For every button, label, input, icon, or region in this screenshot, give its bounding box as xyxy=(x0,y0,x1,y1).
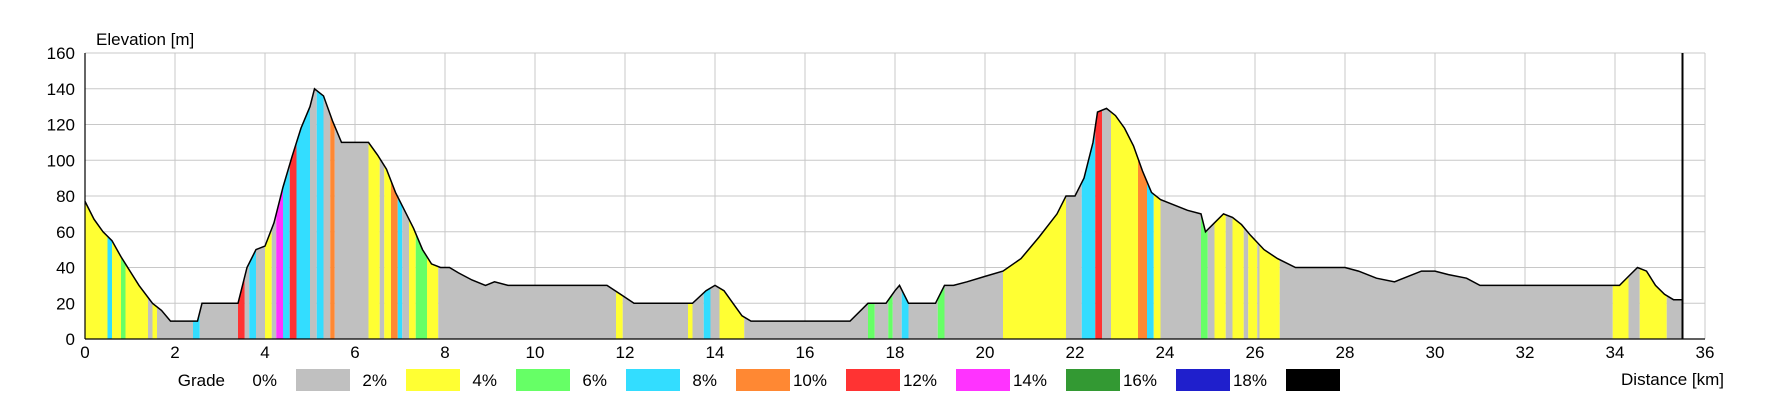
legend-item-label: 8% xyxy=(692,371,717,390)
x-tick-label: 10 xyxy=(526,343,545,362)
legend: Grade 0% 2% 4% 6% 8% 10% 12% 14% 16% 18% xyxy=(178,369,1340,391)
grade-band xyxy=(330,88,335,339)
x-axis-label: Distance [km] xyxy=(1621,370,1724,389)
legend-item-label: 14% xyxy=(1013,371,1047,390)
legend-item-label: 10% xyxy=(793,371,827,390)
x-tick-label: 6 xyxy=(350,343,359,362)
x-tick-label: 26 xyxy=(1246,343,1265,362)
x-tick-label: 12 xyxy=(616,343,635,362)
grade-band xyxy=(384,88,391,339)
x-tick-label: 30 xyxy=(1426,343,1445,362)
legend-swatch xyxy=(296,369,350,391)
x-tick-label: 2 xyxy=(170,343,179,362)
legend-item-label: 12% xyxy=(903,371,937,390)
legend-item-label: 18% xyxy=(1233,371,1267,390)
x-tick-label: 36 xyxy=(1696,343,1715,362)
x-tick-labels: 0 2 4 6 8 10 12 14 16 18 20 22 24 26 28 30 32 34 36 xyxy=(80,343,1714,362)
legend-swatch xyxy=(846,369,900,391)
legend-swatch xyxy=(1176,369,1230,391)
legend-swatch xyxy=(1286,369,1340,391)
x-tick-label: 32 xyxy=(1516,343,1535,362)
grade-band xyxy=(310,88,317,339)
x-tick-label: 0 xyxy=(80,343,89,362)
grade-band xyxy=(316,88,324,339)
x-tick-label: 28 xyxy=(1336,343,1355,362)
x-tick-label: 8 xyxy=(440,343,449,362)
x-tick-label: 14 xyxy=(706,343,725,362)
y-tick-label: 120 xyxy=(47,116,75,135)
grade-band xyxy=(283,88,290,339)
legend-swatch xyxy=(406,369,460,391)
x-tick-label: 20 xyxy=(976,343,995,362)
y-tick-label: 0 xyxy=(66,330,75,349)
grade-band xyxy=(368,88,380,339)
x-tick-label: 22 xyxy=(1066,343,1085,362)
grade-band xyxy=(397,88,403,339)
legend-item-label: 4% xyxy=(472,371,497,390)
legend-item-label: 6% xyxy=(582,371,607,390)
y-tick-label: 80 xyxy=(56,187,75,206)
y-tick-label: 60 xyxy=(56,223,75,242)
legend-swatch xyxy=(626,369,680,391)
legend-swatch xyxy=(1066,369,1120,391)
y-tick-labels: 0 20 40 60 80 100 120 140 160 xyxy=(47,44,75,349)
grade-band xyxy=(296,88,310,339)
grade-band xyxy=(1138,88,1147,339)
grade-band xyxy=(391,88,398,339)
grade-band xyxy=(1102,88,1111,339)
grade-band xyxy=(1147,88,1154,339)
x-tick-label: 4 xyxy=(260,343,269,362)
y-tick-label: 20 xyxy=(56,294,75,313)
grade-band xyxy=(1153,88,1161,339)
grade-band xyxy=(323,88,331,339)
grade-band xyxy=(1095,88,1102,339)
y-tick-label: 40 xyxy=(56,259,75,278)
x-tick-label: 16 xyxy=(796,343,815,362)
x-tick-label: 34 xyxy=(1606,343,1625,362)
legend-title: Grade xyxy=(178,371,225,390)
y-tick-label: 100 xyxy=(47,151,75,170)
y-tick-label: 160 xyxy=(47,44,75,63)
legend-swatch xyxy=(956,369,1010,391)
y-axis-label: Elevation [m] xyxy=(96,30,194,49)
legend-item-label: 2% xyxy=(362,371,387,390)
legend-item-label: 0% xyxy=(252,371,277,390)
grade-band xyxy=(379,88,385,339)
legend-swatch xyxy=(516,369,570,391)
legend-swatch xyxy=(736,369,790,391)
elevation-profile-line xyxy=(84,87,1683,322)
legend-item-label: 16% xyxy=(1123,371,1157,390)
x-tick-label: 24 xyxy=(1156,343,1175,362)
x-tick-label: 18 xyxy=(886,343,905,362)
axes xyxy=(84,53,1705,340)
grade-band xyxy=(289,88,297,339)
grade-band xyxy=(276,88,283,339)
y-tick-label: 140 xyxy=(47,80,75,99)
